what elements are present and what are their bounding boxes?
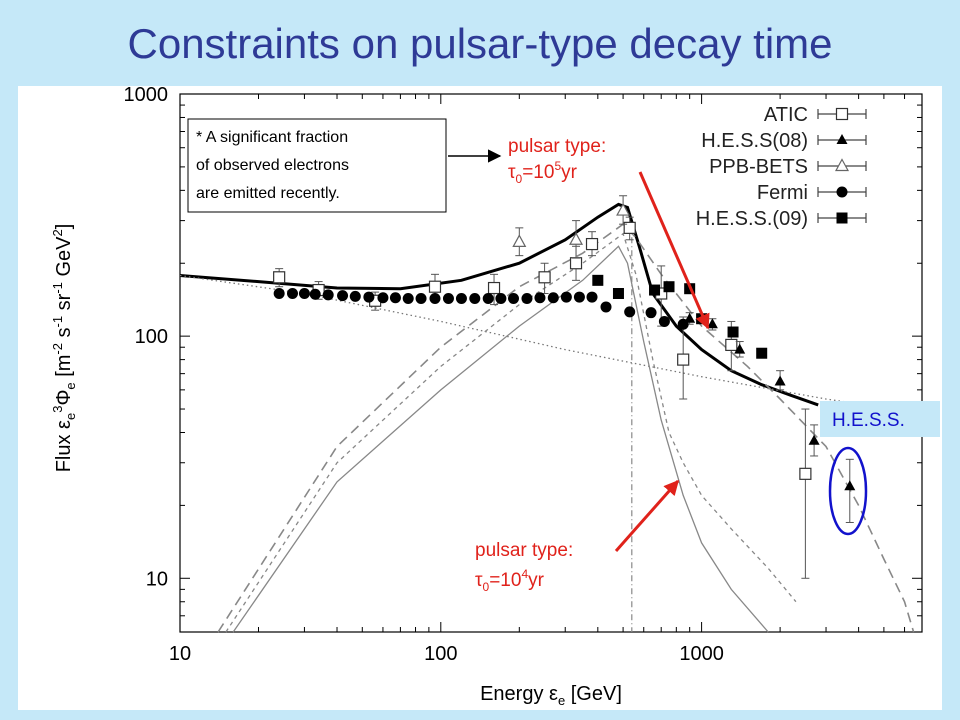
data-point-fermi (429, 293, 441, 305)
flux-chart: 10 100 1000 10 100 1000 Energy εe [GeV] Flux εe… (50, 84, 940, 708)
data-point-fermi (298, 288, 310, 300)
data-point-atic (428, 280, 442, 293)
data-point-fermi (495, 293, 507, 305)
data-point-fermi (677, 318, 689, 330)
plot-frame (179, 93, 923, 633)
legend-marker-h-e-s-s-09 (836, 212, 848, 224)
data-point-fermi (377, 292, 389, 304)
pulsar-1e4-arrow (614, 479, 680, 552)
data-point-fermi (455, 293, 467, 305)
hess-highlight-ellipse (828, 446, 868, 536)
data-point-fermi (402, 293, 414, 305)
data-point-fermi (507, 293, 519, 305)
data-point-fermi (573, 291, 585, 303)
data-point-h-e-s-s-09 (756, 347, 768, 359)
hess-label-box (820, 401, 940, 437)
data-point-atic (725, 338, 738, 352)
legend-marker-ppb-bets (834, 158, 850, 172)
data-point-h-e-s-s-08 (808, 434, 820, 445)
data-point-fermi (521, 293, 533, 305)
data-point-fermi (337, 290, 349, 302)
data-point-atic (799, 467, 812, 480)
data-point-ppb-bets (616, 202, 631, 216)
plot-frame-group (179, 93, 923, 633)
data-point-h-e-s-s-08 (734, 343, 746, 354)
data-point-fermi (624, 306, 636, 318)
data-point-ppb-bets (569, 232, 584, 245)
data-point-h-e-s-s-09 (592, 274, 604, 286)
data-point-atic (623, 221, 636, 234)
data-point-fermi (309, 288, 321, 300)
legend-label-fermi: Fermi (757, 182, 808, 204)
data-point-fermi (363, 291, 375, 303)
data-point-fermi (415, 293, 427, 305)
data-point-fermi (322, 289, 334, 301)
model-curve-thin-dotted (179, 274, 923, 414)
data-point-fermi (389, 292, 401, 304)
data-point-fermi (600, 301, 612, 313)
legend-marker-atic (835, 107, 849, 121)
pulsar-1e5-label: pulsar type: (508, 136, 606, 157)
legend: ATIC H.E.S.S(08) PPB-BETS Fermi H.E.S.S.(09) (696, 104, 867, 230)
legend-label-h-e-s-s-09: H.E.S.S.(09) (696, 208, 808, 230)
data-point-fermi (273, 288, 285, 300)
model-curves-group (179, 202, 923, 633)
data-point-fermi (442, 293, 454, 305)
data-point-fermi (286, 288, 298, 300)
x-tick-label: 1000 (679, 643, 724, 665)
model-curve-thick-solid (179, 202, 819, 407)
note-line-3: are emitted recently. (196, 185, 340, 202)
pulsar-1e4-tau: τ0=104yr (475, 567, 545, 594)
data-point-fermi (547, 292, 559, 304)
y-tick-label: 1000 (124, 86, 169, 106)
y-axis-title: Flux εe3Φe [m-2 s-1 sr-1 GeV2] (50, 224, 78, 473)
data-point-fermi (349, 290, 361, 302)
data-point-atic (677, 353, 690, 366)
plot-panel: 10 100 1000 10 100 1000 Energy εe [GeV] Flux εe… (18, 84, 942, 710)
model-curve-gray-dashed (225, 232, 797, 633)
pulsar-1e5-tau: τ0=105yr (508, 159, 578, 186)
legend-marker-fermi (836, 186, 848, 198)
data-point-atic (538, 271, 551, 284)
x-axis-title: Energy εe [GeV] (480, 683, 622, 708)
note-line-2: of observed electrons (196, 157, 349, 174)
data-point-ppb-bets (512, 234, 527, 248)
data-point-fermi (560, 291, 572, 303)
data-point-h-e-s-s-09 (727, 326, 739, 338)
legend-label-ppb-bets: PPB-BETS (709, 156, 808, 178)
slide-title: Constraints on pulsar-type decay time (127, 20, 833, 67)
x-tick-label: 100 (424, 643, 457, 665)
data-point-h-e-s-s-08 (844, 480, 856, 491)
data-point-h-e-s-s-09 (649, 284, 661, 296)
data-point-h-e-s-s-08 (706, 318, 718, 329)
data-point-fermi (586, 291, 598, 303)
data-point-fermi (534, 292, 546, 304)
hess-label: H.E.S.S. (832, 410, 905, 431)
data-point-atic (487, 281, 501, 295)
y-tick-label: 100 (135, 326, 168, 348)
data-point-atic (569, 257, 583, 270)
x-tick-label: 10 (169, 643, 191, 665)
note-line-1: * A significant fraction (196, 129, 348, 146)
legend-label-h-e-s-s-08: H.E.S.S(08) (701, 130, 808, 152)
data-point-atic (273, 271, 286, 284)
model-curve-gray-solid (232, 245, 769, 633)
note-box (187, 118, 447, 213)
pulsar-1e5-arrow (638, 171, 710, 330)
axis-labels-group: 10 100 1000 10 100 1000 Energy εe [GeV] Flux εe… (50, 84, 724, 708)
data-point-fermi (658, 315, 670, 327)
data-point-fermi (482, 293, 494, 305)
pulsar-1e4-label: pulsar type: (475, 540, 573, 561)
y-tick-label: 10 (146, 568, 168, 590)
data-point-h-e-s-s-09 (663, 281, 675, 293)
model-curve-gray-long-dashed (217, 223, 915, 633)
data-point-fermi (469, 293, 481, 305)
data-point-h-e-s-s-09 (612, 288, 624, 300)
data-point-fermi (645, 307, 657, 319)
data-points-group (273, 195, 856, 579)
legend-label-atic: ATIC (764, 104, 808, 126)
legend-marker-h-e-s-s-08 (836, 134, 848, 144)
data-point-atic (585, 237, 599, 251)
data-point-h-e-s-s-08 (774, 375, 786, 386)
